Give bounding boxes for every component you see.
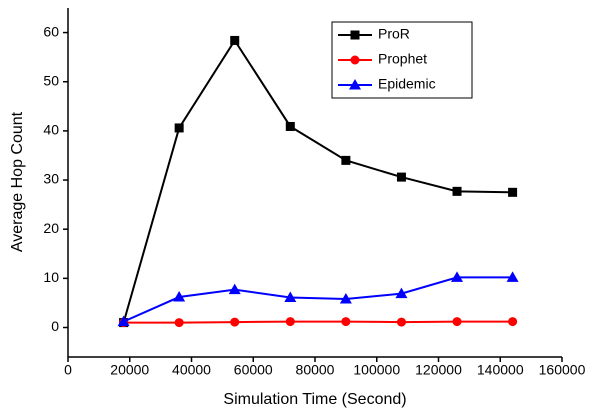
x-tick-label: 140000 (477, 362, 524, 378)
legend-label: Epidemic (378, 76, 436, 92)
legend-label: Prophet (378, 51, 427, 67)
y-tick-label: 0 (51, 318, 59, 334)
marker (341, 155, 351, 165)
x-tick-label: 60000 (234, 362, 273, 378)
y-tick-label: 40 (43, 122, 59, 138)
legend-marker (349, 79, 361, 90)
x-tick-label: 160000 (539, 362, 586, 378)
marker (339, 292, 352, 304)
marker (395, 287, 408, 299)
x-tick-label: 100000 (353, 362, 400, 378)
legend-label: ProR (378, 26, 410, 42)
marker (285, 317, 295, 327)
x-tick-label: 120000 (415, 362, 462, 378)
x-tick-label: 80000 (296, 362, 335, 378)
x-tick-label: 20000 (110, 362, 149, 378)
marker (230, 35, 240, 45)
y-tick-label: 50 (43, 72, 59, 88)
marker (452, 317, 462, 327)
marker (341, 317, 351, 327)
x-tick-label: 0 (64, 362, 72, 378)
marker (228, 283, 241, 295)
legend-marker (350, 55, 360, 65)
marker (508, 317, 518, 327)
marker (451, 271, 464, 282)
y-axis-title: Average Hop Count (9, 111, 26, 252)
marker (174, 123, 184, 133)
x-axis-title: Simulation Time (Second) (223, 391, 406, 408)
legend-marker (350, 30, 360, 40)
marker (230, 317, 240, 327)
y-tick-label: 60 (43, 23, 59, 39)
marker (396, 317, 406, 327)
series-line (123, 276, 513, 323)
marker (285, 121, 295, 131)
y-tick-label: 10 (43, 269, 59, 285)
marker (508, 187, 518, 197)
marker (117, 315, 130, 327)
y-tick-label: 20 (43, 220, 59, 236)
marker (396, 172, 406, 182)
marker (173, 291, 186, 302)
y-tick-label: 30 (43, 171, 59, 187)
marker (174, 318, 184, 328)
marker (506, 271, 519, 282)
series-line (123, 320, 513, 324)
series-line (122, 38, 513, 323)
marker (284, 291, 297, 303)
x-tick-label: 40000 (172, 362, 211, 378)
marker (452, 186, 462, 196)
